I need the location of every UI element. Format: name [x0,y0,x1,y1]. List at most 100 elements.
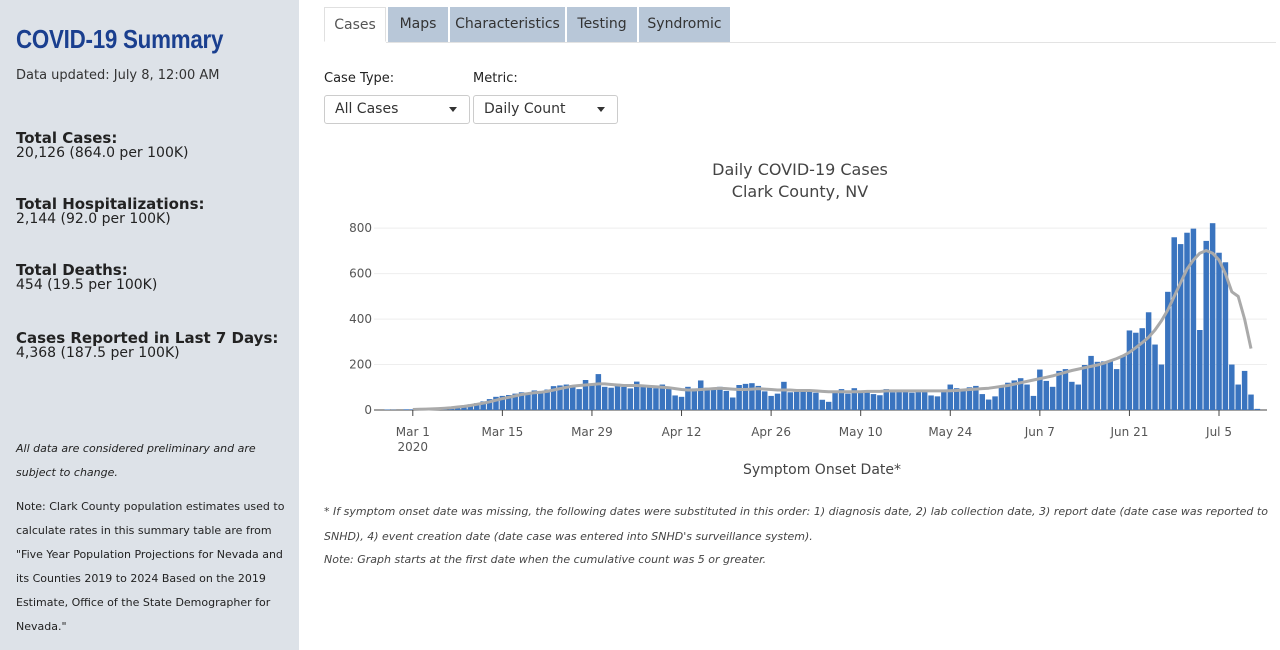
bar [646,386,653,410]
x-tick-label: Jun 21 [1110,425,1149,439]
bar [800,391,806,410]
bar [1094,361,1101,410]
tab-syndromic[interactable]: Syndromic [639,7,730,42]
tab-characteristics[interactable]: Characteristics [450,7,565,42]
bar [410,409,416,410]
stat-cases-last-7-days: Cases Reported in Last 7 Days: 4,368 (18… [16,331,278,361]
x-tick-label: Apr 12 [662,425,702,439]
stat-value: 20,126 (864.0 per 100K) [16,145,189,161]
x-tick-label: Mar 1 [396,425,430,439]
stat-value: 4,368 (187.5 per 100K) [16,345,180,361]
bar [633,381,640,410]
bar [544,389,550,410]
case-type-select[interactable]: All Cases [324,95,470,124]
stat-label: Total Hospitalizations: [16,195,205,213]
bar [608,387,614,410]
footnote-line-3: Note: Graph starts at the first date whe… [324,553,767,566]
x-tick-label: May 10 [839,425,883,439]
page-title: COVID-19 Summary [16,24,224,54]
bar [685,386,691,410]
bar [1152,344,1158,410]
chevron-down-icon [449,107,457,112]
bar [761,391,768,410]
bar [1235,384,1241,410]
bar [480,401,486,410]
bar [672,395,678,410]
bar [729,397,736,410]
bar [941,391,947,410]
bar [819,399,826,410]
bar [1075,384,1081,410]
bar [1203,240,1209,410]
bar [723,390,730,410]
bar [717,386,723,410]
daily-cases-chart: Daily COVID-19 Cases Clark County, NV 0 2… [349,160,1267,478]
bar [953,388,960,410]
bar [403,409,410,410]
bar [538,391,544,410]
moving-average-line [412,249,1253,411]
stat-label: Total Cases: [16,129,118,147]
bar [1133,332,1139,410]
bar [915,390,922,410]
bar [1171,237,1177,410]
bar [1209,223,1216,410]
bar [1190,228,1197,410]
bar [998,386,1005,410]
stat-total-cases: Total Cases: 20,126 (864.0 per 100K) [16,131,189,161]
footnote-line-1: * If symptom onset date was missing, the… [324,505,1268,518]
metric-label: Metric: [473,71,518,86]
bar [960,390,966,410]
x-tick-label: May 24 [928,425,972,439]
bar [979,394,986,410]
preliminary-note: All data are considered preliminary and … [16,442,256,479]
bar [1081,365,1088,410]
bar [486,399,493,410]
y-tick-label: 0 [364,403,372,417]
bar [806,390,813,410]
bar [704,387,710,410]
x-tick-label: Jun 7 [1024,425,1055,439]
bar [1229,364,1235,410]
x-tick-sublabel: 2020 [398,440,429,454]
bar [1184,232,1190,410]
tab-cases[interactable]: Cases [324,7,386,42]
bar [614,383,621,410]
tab-maps[interactable]: Maps [388,7,448,42]
bar [467,404,474,410]
data-updated-text: Data updated: July 8, 12:00 AM [16,68,220,83]
chart-bars [384,223,1261,410]
chevron-down-icon [597,107,605,112]
stat-value: 2,144 (92.0 per 100K) [16,211,171,227]
bar [1139,328,1145,410]
bar [921,389,928,410]
bar [659,384,666,410]
bar [928,395,934,410]
metric-select[interactable]: Daily Count [473,95,618,124]
bar [1216,252,1222,410]
bar [1005,382,1011,410]
footnote-line-2: SNHD), 4) event creation date (date case… [324,530,813,543]
tab-testing[interactable]: Testing [567,7,637,42]
bar [889,392,896,410]
bar [749,383,755,410]
bar [576,389,582,410]
bar [832,391,838,410]
bar [595,374,602,410]
case-type-value: All Cases [335,101,399,117]
bar [768,395,774,410]
y-tick-label: 600 [349,267,372,281]
stat-value: 454 (19.5 per 100K) [16,277,158,293]
y-tick-label: 800 [349,221,372,235]
bar [525,393,531,410]
bar [550,386,557,410]
bar [1158,364,1165,410]
stat-label: Total Deaths: [16,261,128,279]
bar [531,390,538,410]
bar [838,389,845,410]
bar [1222,262,1229,410]
bar [774,393,781,410]
bar [493,396,499,410]
bar [582,380,589,410]
